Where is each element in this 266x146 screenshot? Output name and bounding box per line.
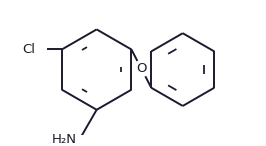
- Text: Cl: Cl: [22, 43, 35, 56]
- Text: H₂N: H₂N: [52, 133, 77, 146]
- Text: O: O: [136, 62, 147, 75]
